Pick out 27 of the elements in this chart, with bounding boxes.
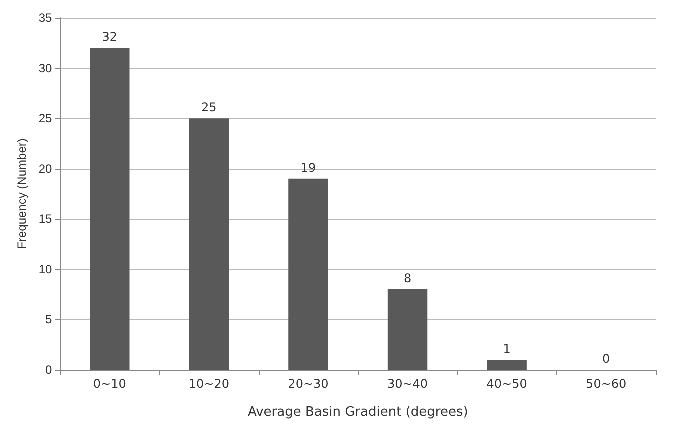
x-tick-label: 0~10 <box>93 377 126 391</box>
y-tick-label: 5 <box>46 312 53 327</box>
bar <box>388 290 428 370</box>
data-label: 19 <box>300 160 316 175</box>
y-tick-label: 10 <box>38 262 53 276</box>
x-tick-label: 50~60 <box>586 377 627 391</box>
y-tick-label: 0 <box>46 363 53 377</box>
data-label: 8 <box>404 272 412 286</box>
y-tick-label: 15 <box>38 212 53 226</box>
data-label: 32 <box>102 30 118 44</box>
y-tick-label: 30 <box>38 61 53 76</box>
data-label: 25 <box>202 100 217 115</box>
x-tick-label: 10~20 <box>188 377 230 391</box>
bar <box>90 48 130 370</box>
x-tick-label: 20~30 <box>288 377 329 391</box>
x-tick-label: 40~50 <box>486 377 528 391</box>
bar <box>288 178 328 370</box>
y-tick-label: 20 <box>38 162 53 176</box>
x-axis-title: Average Basin Gradient (degrees) <box>248 405 468 420</box>
bar <box>487 360 527 370</box>
data-label: 0 <box>602 352 610 366</box>
x-tick-label: 30~40 <box>387 377 428 391</box>
bar <box>189 118 230 370</box>
data-label: 1 <box>503 342 511 356</box>
y-axis-title: Frequency (Number) <box>15 138 29 250</box>
y-tick-label: 35 <box>38 11 53 25</box>
y-tick-label: 25 <box>38 112 53 126</box>
